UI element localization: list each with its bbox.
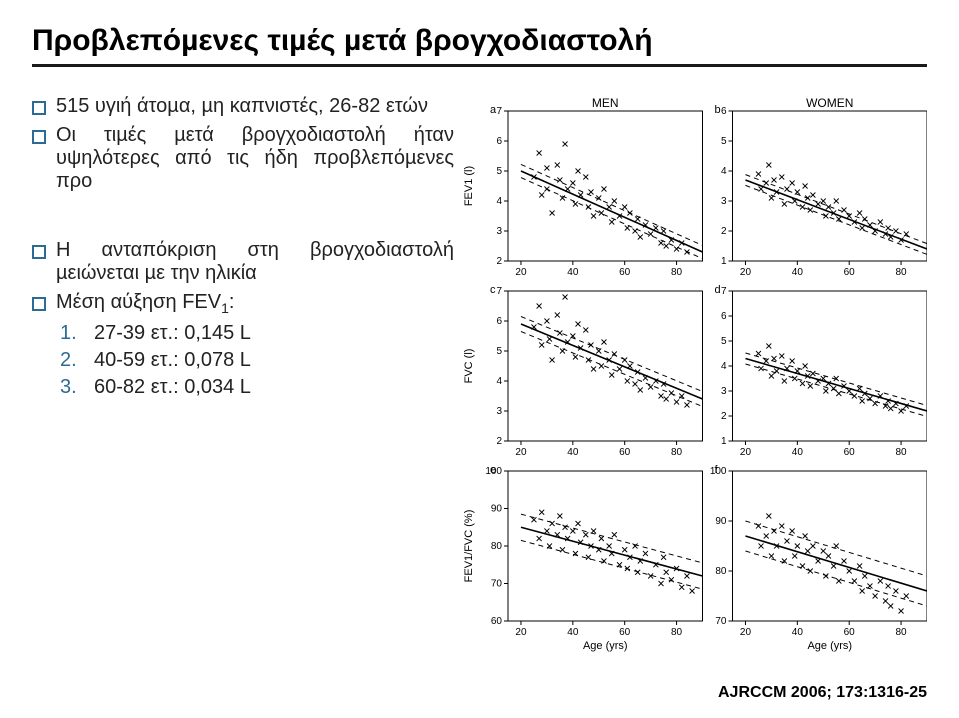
- svg-text:90: 90: [491, 504, 503, 515]
- svg-text:20: 20: [740, 447, 752, 458]
- slide-title: Προβλεπόµενες τιµές µετά βρογχοδιαστολή: [32, 24, 927, 67]
- bullet-icon: [32, 130, 46, 144]
- svg-text:70: 70: [715, 616, 727, 627]
- svg-text:80: 80: [715, 566, 727, 577]
- chart-panel-grid: MENWOMENFEV1 (l)a23456720406080b12345620…: [462, 95, 927, 660]
- bullet-text: Οι τιµές µετά βρογχοδιαστολή ήταν υψηλότ…: [56, 124, 454, 193]
- svg-text:3: 3: [496, 406, 502, 417]
- svg-text:40: 40: [567, 447, 579, 458]
- svg-text:20: 20: [740, 627, 752, 638]
- svg-text:6: 6: [721, 311, 727, 322]
- svg-text:70: 70: [491, 579, 503, 590]
- svg-text:FEV1 (l): FEV1 (l): [463, 166, 475, 206]
- svg-text:4: 4: [496, 196, 502, 207]
- bullet-icon: [32, 297, 46, 311]
- svg-text:Age (yrs): Age (yrs): [583, 640, 628, 652]
- svg-text:60: 60: [844, 267, 856, 278]
- svg-text:5: 5: [721, 136, 727, 147]
- svg-text:40: 40: [567, 627, 579, 638]
- svg-text:80: 80: [491, 541, 503, 552]
- svg-text:60: 60: [619, 447, 631, 458]
- svg-text:4: 4: [721, 166, 727, 177]
- ordered-list: 27-39 ετ.: 0,145 L 40-59 ετ.: 0,078 L 60…: [32, 322, 454, 399]
- bullet-item: 515 υγιή άτοµα, µη καπνιστές, 26-82 ετών: [32, 95, 454, 118]
- svg-text:80: 80: [671, 447, 683, 458]
- svg-text:20: 20: [515, 267, 527, 278]
- svg-text:3: 3: [721, 196, 727, 207]
- svg-text:3: 3: [496, 226, 502, 237]
- svg-text:90: 90: [715, 516, 727, 527]
- svg-text:FVC (l): FVC (l): [463, 349, 475, 384]
- ordered-item: 60-82 ετ.: 0,034 L: [60, 376, 454, 399]
- svg-text:WOMEN: WOMEN: [806, 96, 853, 110]
- svg-text:1: 1: [721, 256, 727, 267]
- bullet-icon: [32, 245, 46, 259]
- svg-text:4: 4: [496, 376, 502, 387]
- svg-text:2: 2: [496, 256, 502, 267]
- svg-text:5: 5: [496, 166, 502, 177]
- svg-text:7: 7: [496, 106, 502, 117]
- bullet-text: Η ανταπόκριση στη βρογχοδιαστολή µειώνετ…: [56, 239, 454, 285]
- svg-text:40: 40: [792, 267, 804, 278]
- svg-text:60: 60: [844, 447, 856, 458]
- svg-text:1: 1: [721, 436, 727, 447]
- svg-text:40: 40: [567, 267, 579, 278]
- svg-text:60: 60: [491, 616, 503, 627]
- svg-text:20: 20: [740, 267, 752, 278]
- svg-text:4: 4: [721, 361, 727, 372]
- svg-text:Age (yrs): Age (yrs): [807, 640, 852, 652]
- svg-text:c: c: [490, 284, 496, 296]
- fev-label-pre: Μέση αύξηση FEV: [56, 291, 221, 313]
- svg-text:20: 20: [515, 627, 527, 638]
- svg-text:80: 80: [896, 447, 908, 458]
- bullet-item: Οι τιµές µετά βρογχοδιαστολή ήταν υψηλότ…: [32, 124, 454, 193]
- svg-text:80: 80: [671, 627, 683, 638]
- svg-text:2: 2: [721, 226, 727, 237]
- svg-text:80: 80: [896, 267, 908, 278]
- svg-text:80: 80: [896, 627, 908, 638]
- svg-text:80: 80: [671, 267, 683, 278]
- fev-label-post: :: [229, 291, 235, 313]
- svg-text:60: 60: [619, 267, 631, 278]
- svg-text:40: 40: [792, 627, 804, 638]
- svg-text:d: d: [715, 284, 721, 296]
- bullet-item: Η ανταπόκριση στη βρογχοδιαστολή µειώνετ…: [32, 239, 454, 285]
- svg-text:5: 5: [721, 336, 727, 347]
- svg-text:100: 100: [485, 466, 502, 477]
- bullet-icon: [32, 101, 46, 115]
- svg-text:40: 40: [792, 447, 804, 458]
- bullet-text: Μέση αύξηση FEV1:: [56, 291, 454, 316]
- svg-text:100: 100: [710, 466, 727, 477]
- svg-text:20: 20: [515, 447, 527, 458]
- svg-text:6: 6: [496, 136, 502, 147]
- ordered-item: 27-39 ετ.: 0,145 L: [60, 322, 454, 345]
- svg-text:60: 60: [619, 627, 631, 638]
- svg-text:MEN: MEN: [592, 96, 619, 110]
- svg-text:6: 6: [496, 316, 502, 327]
- svg-text:b: b: [715, 104, 721, 116]
- fev-label-sub: 1: [221, 300, 229, 316]
- svg-text:7: 7: [496, 286, 502, 297]
- ordered-item: 40-59 ετ.: 0,078 L: [60, 349, 454, 372]
- scatter-figure: MENWOMENFEV1 (l)a23456720406080b12345620…: [462, 95, 927, 655]
- bullet-item: Μέση αύξηση FEV1:: [32, 291, 454, 316]
- bullet-column: 515 υγιή άτοµα, µη καπνιστές, 26-82 ετών…: [32, 95, 454, 660]
- svg-text:6: 6: [721, 106, 727, 117]
- bullet-text: 515 υγιή άτοµα, µη καπνιστές, 26-82 ετών: [56, 95, 454, 118]
- svg-text:3: 3: [721, 386, 727, 397]
- svg-text:5: 5: [496, 346, 502, 357]
- svg-text:FEV1/FVC (%): FEV1/FVC (%): [463, 510, 475, 583]
- citation-text: AJRCCM 2006; 173:1316-25: [718, 684, 927, 702]
- svg-text:2: 2: [721, 411, 727, 422]
- svg-text:60: 60: [844, 627, 856, 638]
- svg-text:2: 2: [496, 436, 502, 447]
- svg-text:7: 7: [721, 286, 727, 297]
